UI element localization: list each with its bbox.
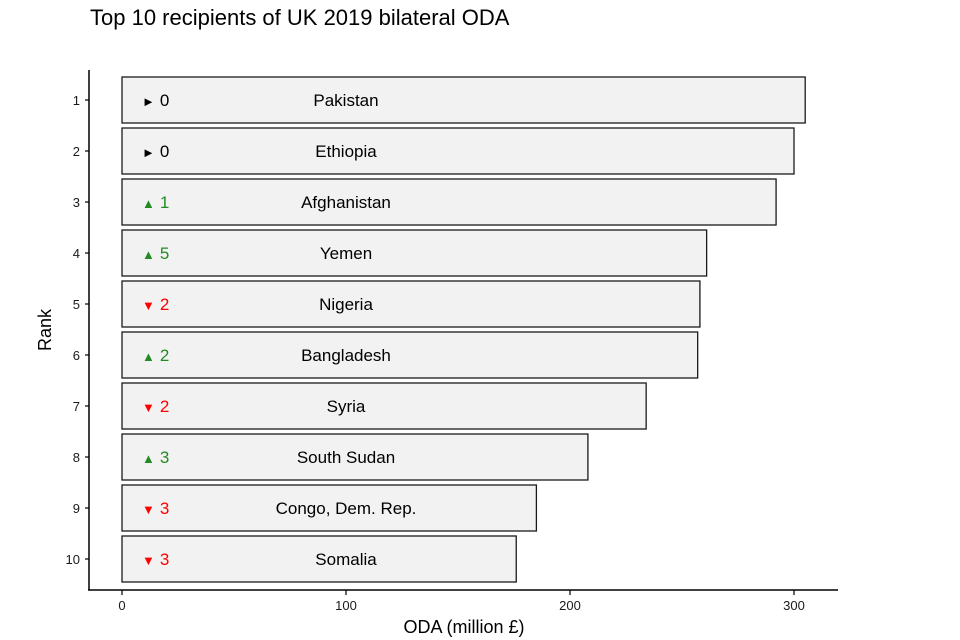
country-label: Congo, Dem. Rep. [276, 499, 417, 518]
rank-change-label: ► 0 [142, 91, 169, 110]
x-tick-label: 200 [559, 598, 581, 613]
triangle-down-icon: ▼ [142, 502, 155, 517]
bar [121, 280, 701, 328]
y-tick-label: 4 [73, 246, 80, 261]
bar-row: ▲ 3 South Sudan [121, 433, 589, 481]
triangle-up-icon: ▲ [142, 196, 155, 211]
triangle-down-icon: ▼ [142, 400, 155, 415]
rank-change-label: ▼ 2 [142, 295, 169, 314]
bar-row: ▼ 2 Nigeria [121, 280, 701, 328]
rank-change-label: ▼ 2 [142, 397, 169, 416]
bar-row: ► 0 Ethiopia [121, 127, 795, 175]
rank-change-value: 3 [160, 499, 169, 518]
x-tick-label: 100 [335, 598, 357, 613]
triangle-right-icon: ► [142, 94, 155, 109]
rank-change-label: ▲ 3 [142, 448, 169, 467]
x-tick-label: 300 [783, 598, 805, 613]
triangle-down-icon: ▼ [142, 298, 155, 313]
country-label: Bangladesh [301, 346, 391, 365]
rank-change-label: ▼ 3 [142, 550, 169, 569]
y-tick-label: 3 [73, 195, 80, 210]
x-ticks-group: 0 100 200 300 [118, 590, 805, 613]
bar-row: ► 0 Pakistan [121, 76, 806, 124]
bar-row: ▼ 3 Somalia [121, 535, 517, 583]
x-tick-label: 0 [118, 598, 125, 613]
y-ticks-group: 1 2 3 4 5 6 7 8 9 10 [66, 93, 89, 567]
rank-change-value: 0 [160, 142, 169, 161]
bar [121, 127, 795, 175]
x-axis-label: ODA (million £) [403, 617, 524, 637]
axes-group [88, 70, 838, 591]
rank-change-value: 3 [160, 550, 169, 569]
rank-change-value: 2 [160, 397, 169, 416]
country-label: Pakistan [313, 91, 378, 110]
bar [121, 178, 777, 226]
country-label: Nigeria [319, 295, 373, 314]
rank-change-value: 1 [160, 193, 169, 212]
y-tick-label: 5 [73, 297, 80, 312]
bar [121, 484, 538, 532]
bar [121, 331, 699, 379]
country-label: South Sudan [297, 448, 395, 467]
y-axis-label: Rank [35, 308, 55, 351]
bar-row: ▲ 5 Yemen [121, 229, 708, 277]
rank-change-value: 2 [160, 346, 169, 365]
chart-title: Top 10 recipients of UK 2019 bilateral O… [90, 5, 510, 30]
triangle-right-icon: ► [142, 145, 155, 160]
y-tick-label: 9 [73, 501, 80, 516]
y-tick-label: 7 [73, 399, 80, 414]
rank-change-value: 3 [160, 448, 169, 467]
rank-change-value: 2 [160, 295, 169, 314]
rank-change-value: 5 [160, 244, 169, 263]
y-tick-label: 6 [73, 348, 80, 363]
bar [121, 433, 589, 481]
rank-change-label: ▲ 5 [142, 244, 169, 263]
rank-change-label: ▲ 1 [142, 193, 169, 212]
rank-change-value: 0 [160, 91, 169, 110]
country-label: Afghanistan [301, 193, 391, 212]
bar [121, 229, 708, 277]
bar-row: ▲ 1 Afghanistan [121, 178, 777, 226]
bar-row: ▼ 3 Congo, Dem. Rep. [121, 484, 538, 532]
country-label: Ethiopia [315, 142, 377, 161]
y-tick-label: 1 [73, 93, 80, 108]
triangle-up-icon: ▲ [142, 349, 155, 364]
bars-group: ► 0 Pakistan► 0 Ethiopia▲ 1 Afghanistan▲ 5 Yemen… [121, 76, 806, 583]
bar [121, 382, 647, 430]
bar-row: ▼ 2 Syria [121, 382, 647, 430]
y-tick-label: 10 [66, 552, 80, 567]
y-tick-label: 8 [73, 450, 80, 465]
country-label: Yemen [320, 244, 372, 263]
bar-row: ▲ 2 Bangladesh [121, 331, 699, 379]
country-label: Somalia [315, 550, 377, 569]
rank-change-label: ▲ 2 [142, 346, 169, 365]
triangle-up-icon: ▲ [142, 247, 155, 262]
rank-change-label: ► 0 [142, 142, 169, 161]
triangle-down-icon: ▼ [142, 553, 155, 568]
rank-change-label: ▼ 3 [142, 499, 169, 518]
bar [121, 76, 806, 124]
bar [121, 535, 517, 583]
y-tick-label: 2 [73, 144, 80, 159]
triangle-up-icon: ▲ [142, 451, 155, 466]
country-label: Syria [327, 397, 366, 416]
